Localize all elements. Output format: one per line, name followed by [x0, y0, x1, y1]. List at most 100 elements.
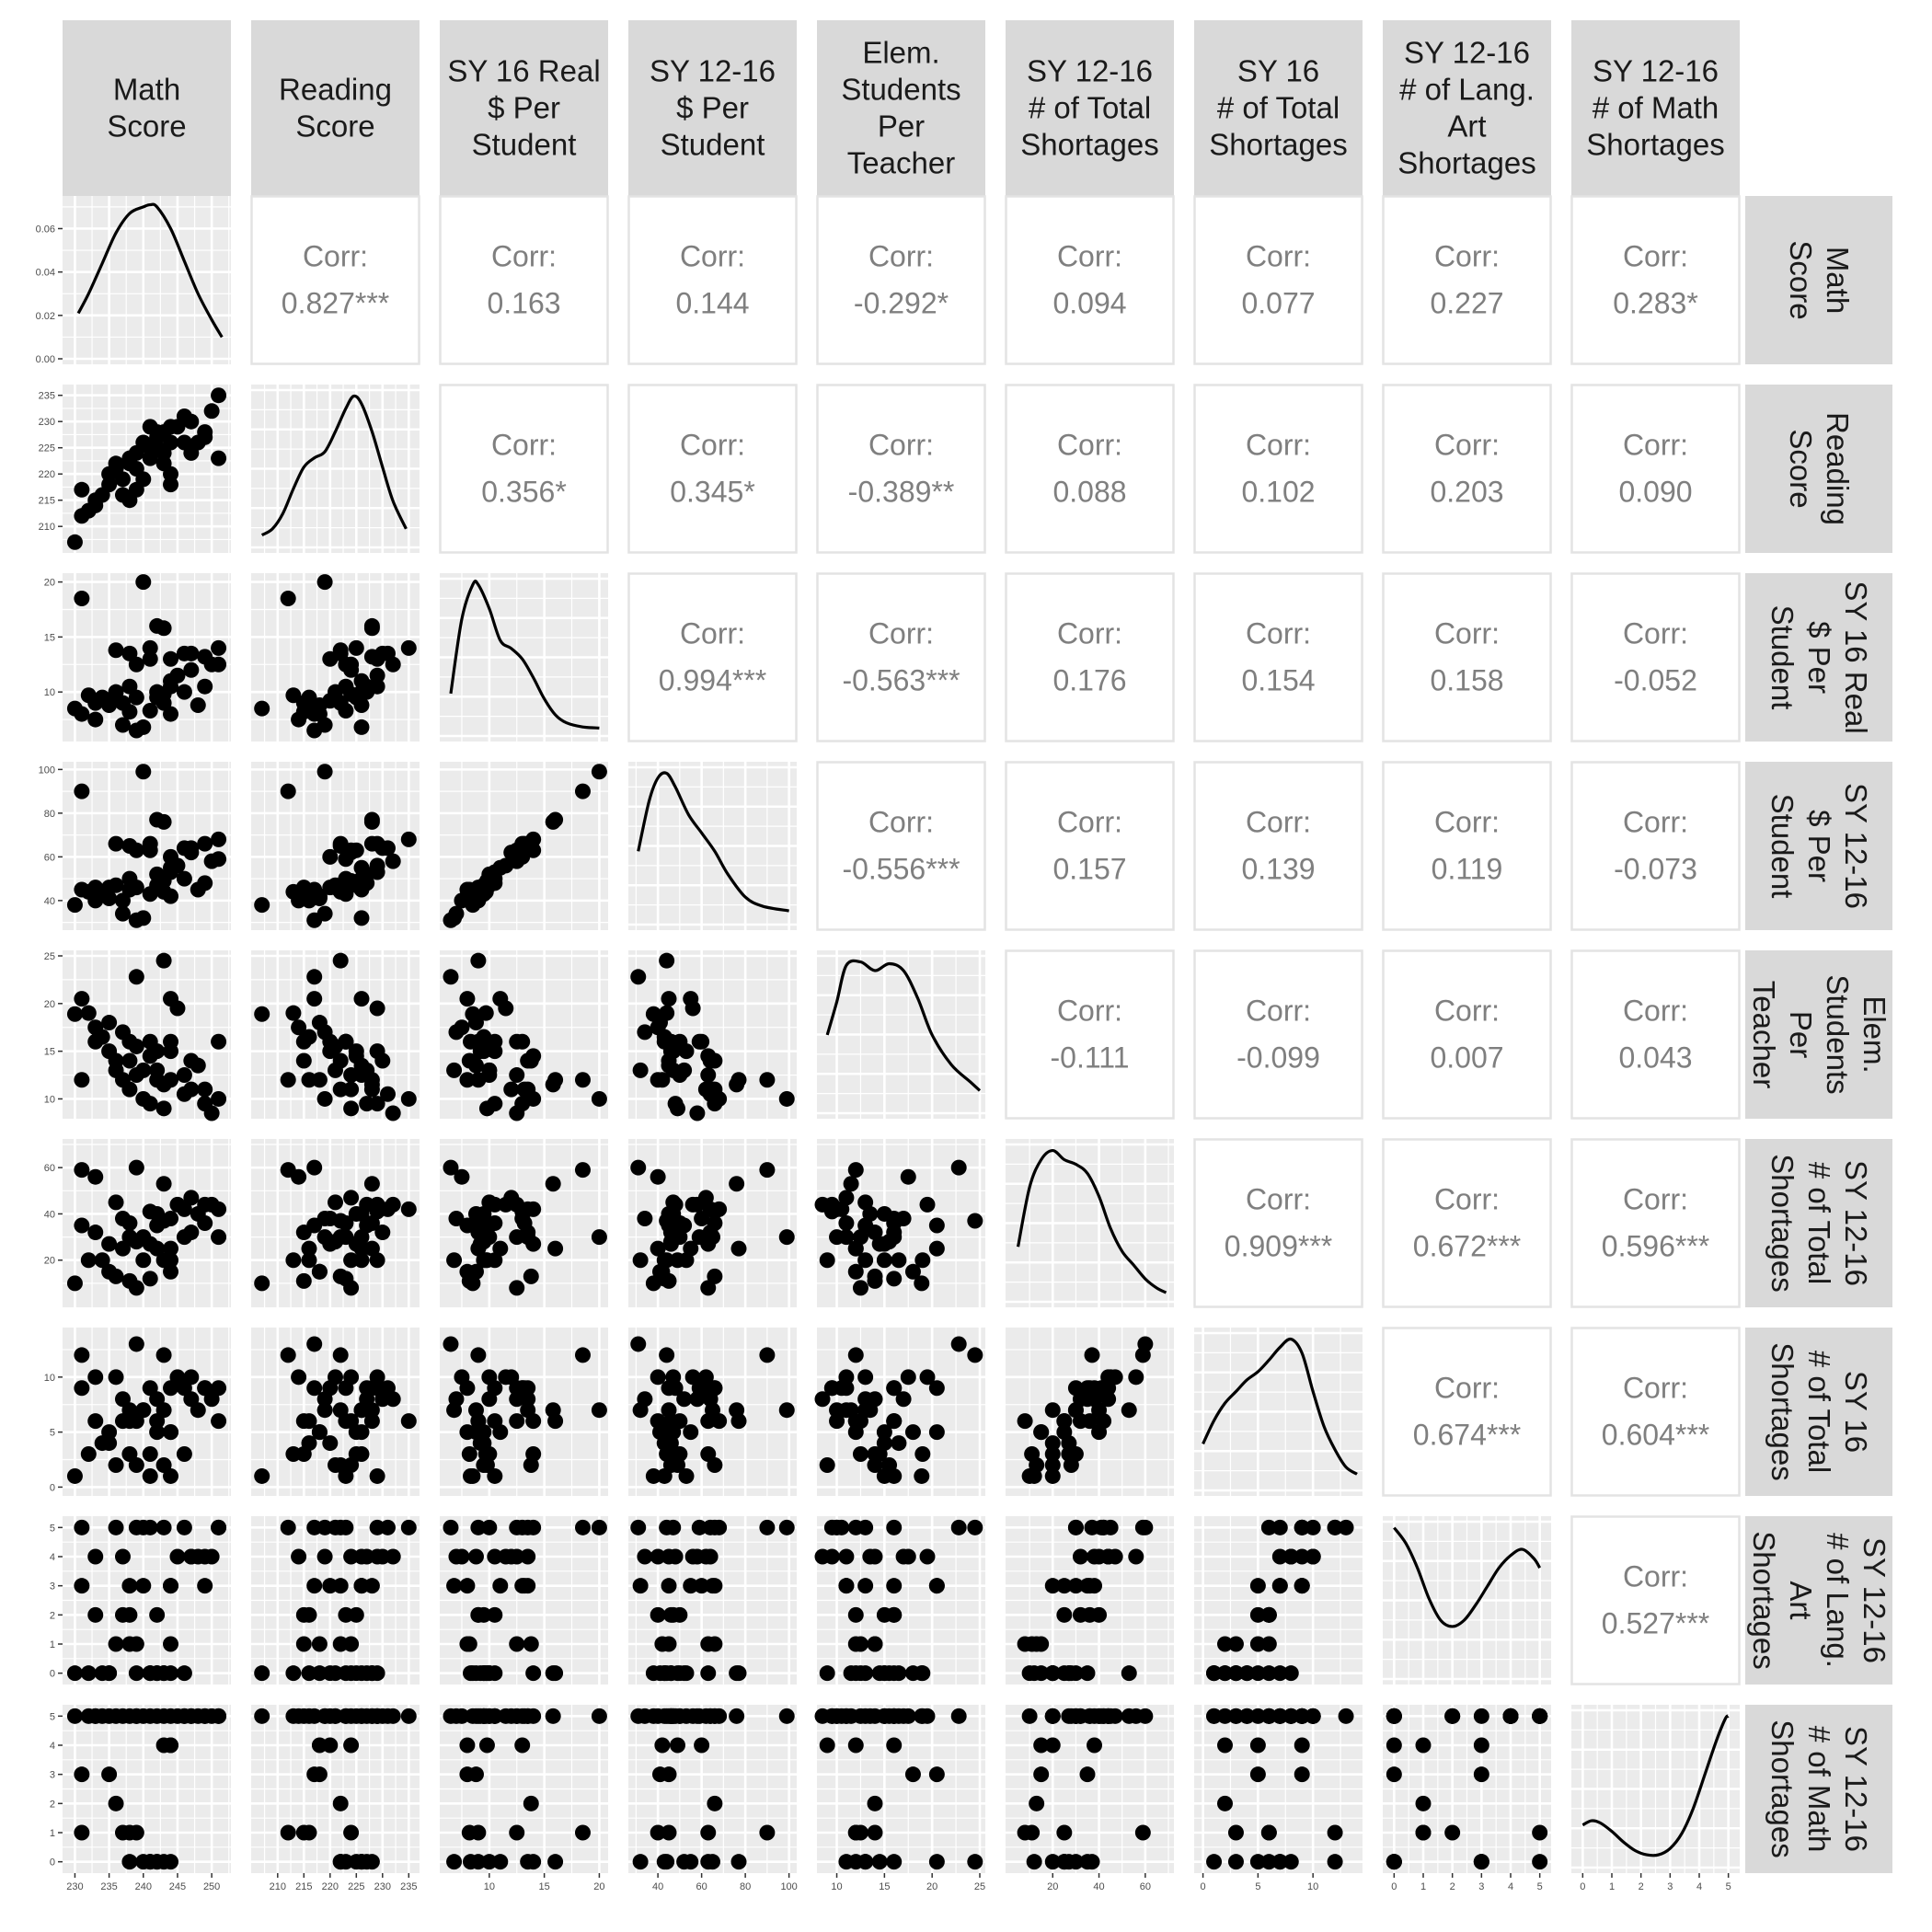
- scatter-point: [163, 1578, 179, 1594]
- corr-panel: [439, 384, 609, 554]
- scatter-point: [672, 1665, 688, 1682]
- scatter-point: [857, 1519, 874, 1535]
- scatter-point: [459, 1263, 476, 1280]
- scatter-point: [509, 1636, 525, 1652]
- scatter-point: [316, 1548, 333, 1565]
- scatter-point: [829, 1708, 845, 1724]
- scatter-point: [254, 700, 270, 717]
- scatter-point: [759, 1824, 776, 1841]
- scatter-point: [886, 1413, 903, 1430]
- scatter-point: [459, 1072, 476, 1088]
- scatter-point: [87, 1168, 104, 1185]
- scatter-point: [650, 1240, 666, 1257]
- x-tick-label: 210: [270, 1881, 286, 1892]
- corr-panel: [439, 195, 609, 365]
- scatter-point: [163, 1424, 179, 1441]
- scatter-point: [919, 1196, 936, 1213]
- scatter-point: [509, 1824, 525, 1841]
- scatter-point: [1327, 1824, 1343, 1841]
- scatter-point: [672, 1067, 688, 1084]
- scatter-point: [316, 1090, 333, 1107]
- corr-panel: [1570, 949, 1741, 1120]
- scatter-point: [847, 1347, 864, 1363]
- scatter-point: [1305, 1519, 1321, 1535]
- scatter-point: [829, 1229, 845, 1246]
- corr-panel: [1193, 1138, 1363, 1308]
- scatter-point: [914, 1275, 930, 1292]
- scatter-point: [163, 1636, 179, 1652]
- scatter-point: [353, 1229, 370, 1246]
- scatter-point: [301, 1413, 317, 1430]
- scatter-point: [661, 991, 677, 1007]
- scatter-point: [667, 1380, 684, 1397]
- scatter-point: [683, 1424, 699, 1441]
- scatter-point: [316, 1229, 333, 1246]
- scatter-point: [114, 905, 131, 922]
- scatter-point: [523, 1636, 539, 1652]
- scatter-point: [1033, 1636, 1050, 1652]
- x-tick-label: 5: [1726, 1881, 1731, 1892]
- scatter-point: [574, 1072, 591, 1088]
- scatter-point: [443, 1519, 459, 1535]
- scatter-point: [967, 1347, 983, 1363]
- corr-value: 0.203: [1430, 476, 1503, 509]
- scatter-point: [525, 1413, 542, 1430]
- scatter-point: [1084, 1854, 1100, 1870]
- scatter-point: [1338, 1708, 1354, 1724]
- scatter-point: [169, 1000, 186, 1017]
- scatter-point: [1444, 1708, 1461, 1724]
- scatter-point: [338, 1380, 354, 1397]
- scatter-point: [711, 1090, 728, 1107]
- corr-label: Corr:: [868, 806, 934, 839]
- scatter-point: [650, 1168, 666, 1185]
- row-strip-label: ReadingScore: [1784, 412, 1855, 525]
- scatter-point: [446, 1402, 463, 1419]
- scatter-point: [338, 1519, 354, 1535]
- scatter-point: [114, 717, 131, 733]
- scatter-point: [1026, 1665, 1042, 1682]
- scatter-point: [1473, 1708, 1489, 1724]
- scatter-point: [1067, 1578, 1084, 1594]
- scatter-point: [659, 1519, 675, 1535]
- scatter-point: [183, 413, 200, 430]
- scatter-point: [630, 969, 647, 985]
- scatter-point: [74, 706, 90, 722]
- scatter-point: [66, 534, 83, 550]
- scatter-point: [1502, 1708, 1519, 1724]
- scatter-point: [176, 870, 192, 887]
- scatter-point: [487, 1467, 503, 1484]
- corr-panel: [1570, 1327, 1741, 1497]
- scatter-point: [163, 1072, 179, 1088]
- scatter-point: [459, 1578, 476, 1594]
- scatter-point: [328, 1194, 343, 1211]
- scatter-point: [632, 1252, 649, 1269]
- corr-label: Corr:: [1434, 617, 1500, 650]
- corr-label: Corr:: [680, 240, 745, 273]
- scatter-point: [359, 1096, 375, 1112]
- scatter-point: [1238, 1708, 1255, 1724]
- scatter-point: [1082, 1578, 1098, 1594]
- scatter-point: [467, 1708, 484, 1724]
- scatter-point: [203, 403, 220, 420]
- corr-value: 0.157: [1052, 853, 1126, 886]
- scatter-point: [446, 1062, 463, 1078]
- scatter-point: [443, 1159, 459, 1176]
- scatter-point: [369, 857, 385, 874]
- scatter-point: [74, 1217, 90, 1234]
- corr-value: 0.077: [1241, 287, 1315, 320]
- scatter-point: [374, 1225, 391, 1241]
- scatter-point: [121, 1578, 138, 1594]
- scatter-point: [66, 1275, 83, 1292]
- scatter-point: [385, 1708, 401, 1724]
- x-tick-label: 10: [1307, 1881, 1318, 1892]
- scatter-point: [128, 656, 144, 673]
- scatter-point: [211, 1201, 227, 1217]
- scatter-point: [311, 706, 328, 722]
- y-tick-label: 60: [44, 1163, 55, 1174]
- scatter-point: [904, 1766, 921, 1783]
- scatter-point: [665, 1424, 682, 1441]
- scatter-point: [886, 1380, 903, 1397]
- corr-label: Corr:: [1623, 995, 1688, 1028]
- scatter-point: [353, 1665, 370, 1682]
- scatter-point: [630, 1519, 647, 1535]
